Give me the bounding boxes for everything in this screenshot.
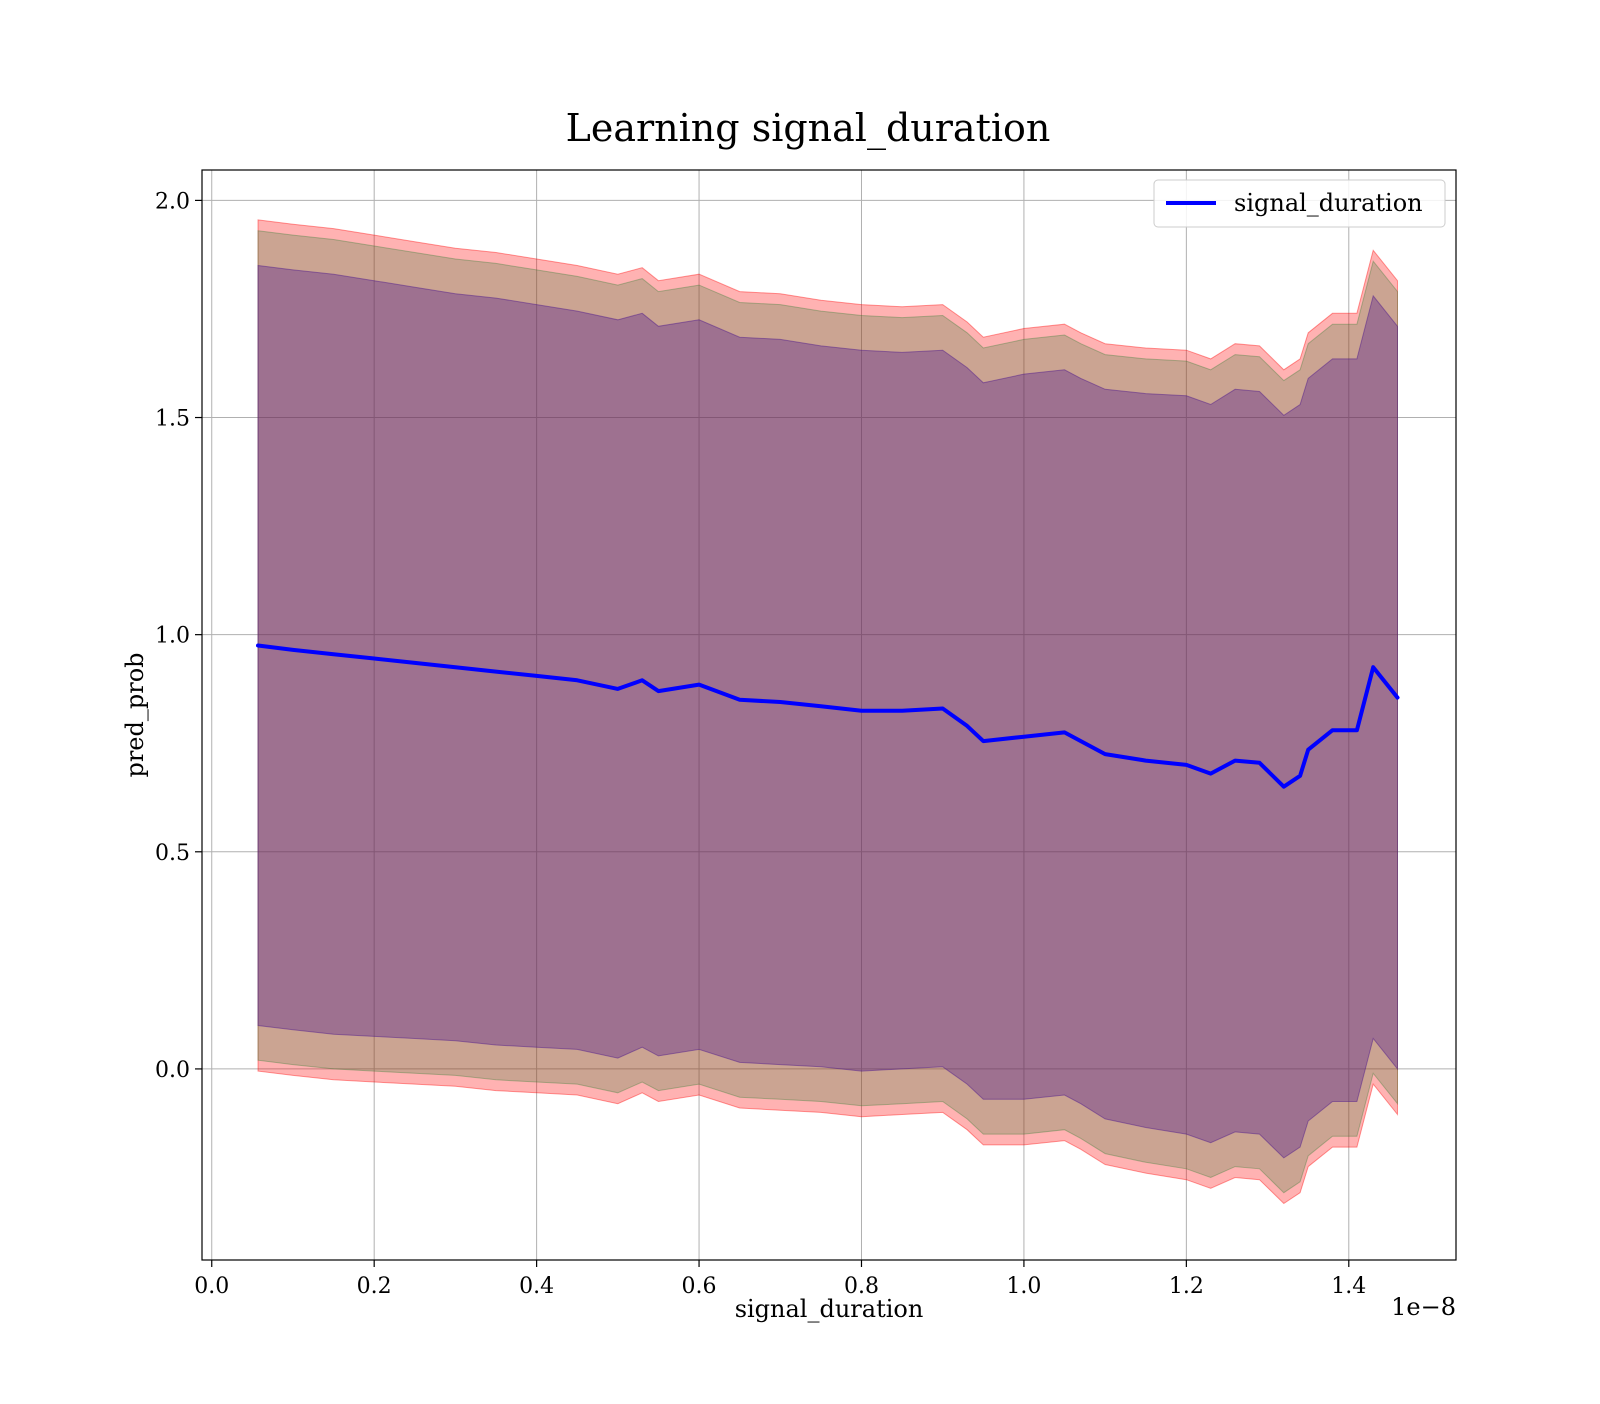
x-tick-label: 1.4 <box>1331 1274 1366 1299</box>
y-tick-label: 0.5 <box>155 841 190 866</box>
legend: signal_duration <box>1153 179 1446 228</box>
x-tick-label: 1.0 <box>1006 1274 1041 1299</box>
x-axis-offset-text: 1e−8 <box>1391 1293 1456 1321</box>
y-tick-label: 1.5 <box>155 407 190 432</box>
x-tick-label: 1.2 <box>1169 1274 1204 1299</box>
plot-area-frame <box>201 169 1457 1261</box>
y-tick-label: 1.0 <box>155 624 190 649</box>
y-tick-label: 0.0 <box>155 1058 190 1083</box>
band-1 <box>257 219 1398 1205</box>
y-axis-label: pred_prob <box>121 652 149 777</box>
y-axis-ticks: 0.0 0.5 1.0 1.5 2.0 <box>155 189 202 1083</box>
x-axis-ticks: 0.0 0.2 0.4 0.6 0.8 1.0 1.2 1.4 <box>194 1260 1366 1299</box>
x-axis-label: signal_duration <box>735 1295 924 1323</box>
band-2 <box>257 230 1398 1194</box>
band-layer <box>257 219 1398 1205</box>
legend-label: signal_duration <box>1234 189 1423 217</box>
x-tick-label: 0.6 <box>682 1274 717 1299</box>
series-line-signal-duration <box>256 643 1400 789</box>
band-3 <box>257 264 1398 1159</box>
x-tick-label: 0.0 <box>194 1274 229 1299</box>
chart-title: Learning signal_duration <box>566 106 1051 151</box>
y-tick-label: 2.0 <box>155 189 190 214</box>
x-tick-label: 0.4 <box>519 1274 554 1299</box>
line-layer <box>256 643 1400 789</box>
x-tick-label: 0.8 <box>844 1274 879 1299</box>
x-tick-label: 0.2 <box>357 1274 392 1299</box>
legend-box <box>1153 179 1446 228</box>
